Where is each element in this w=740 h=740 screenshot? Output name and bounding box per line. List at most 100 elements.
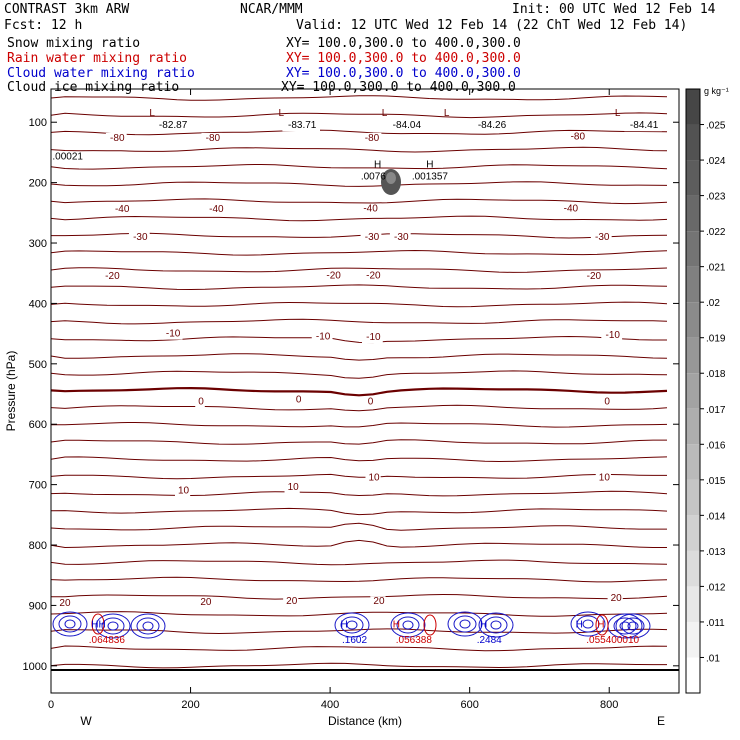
cloud-water-contour — [459, 619, 471, 629]
temperature-label-bg — [389, 231, 411, 243]
colorbar-level-label: .017 — [706, 405, 726, 416]
isotherm-line — [50, 576, 668, 583]
isotherm-line — [50, 301, 668, 308]
cloud-water-contour — [95, 613, 131, 639]
temperature-label: -30 — [365, 232, 380, 243]
isotherm-line — [50, 95, 668, 101]
temperature-label-bg — [292, 394, 303, 406]
temperature-label: -20 — [366, 271, 381, 282]
rain-water-contour — [91, 613, 105, 635]
colorbar-level-label: .015 — [706, 476, 726, 487]
y-tick-label: 500 — [29, 359, 47, 371]
x-axis-east-label: E — [657, 714, 665, 728]
cloud-water-contour — [390, 612, 426, 638]
cloud-water-contour — [582, 619, 594, 629]
temperature-label: 0 — [604, 396, 610, 407]
temperature-label: -40 — [564, 204, 579, 215]
colorbar: .01 .011 .012 .013 .014 .015 .016 .017 .018 .019.… — [685, 88, 726, 694]
forecast-hour: Fcst: 12 h — [4, 18, 83, 33]
field-snow-xy: XY= 100.0,300.0 to 400.0,300.0 — [286, 36, 521, 51]
cloud-water-contour — [340, 616, 364, 634]
temperature-label: 10 — [288, 482, 300, 493]
temperature-label-bg — [359, 203, 380, 215]
isotherm-line — [50, 439, 667, 445]
temperature-label: -40 — [209, 204, 224, 215]
isotherm-line — [50, 559, 668, 566]
colorbar-level-label: .025 — [706, 121, 726, 132]
isotherm-line — [50, 267, 668, 273]
temperature-label-bg — [365, 472, 381, 484]
high-marker: H — [597, 620, 604, 631]
field-cloudice-xy: XY= 100.0,300.0 to 400.0,300.0 — [281, 80, 516, 95]
cloud-water-contour — [396, 616, 420, 634]
colorbar-swatch — [686, 408, 700, 445]
low-marker: L — [615, 108, 621, 119]
temperature-label-bg — [105, 132, 127, 144]
isotherm-line — [50, 490, 668, 497]
temperature-label: 0 — [296, 394, 302, 405]
colorbar-swatch — [686, 515, 700, 551]
x-axis-label: Distance (km) — [328, 714, 402, 728]
colorbar-level-label: .011 — [706, 618, 725, 629]
y-tick-label: 800 — [29, 540, 47, 552]
temperature-label: -20 — [326, 271, 341, 282]
temperature-label-bg — [364, 396, 375, 408]
isotherm-line — [50, 473, 667, 480]
colorbar-level-label: .01 — [706, 653, 720, 664]
temperature-label-bg — [322, 270, 343, 282]
y-tick-label: 200 — [29, 178, 47, 190]
cloud-water-contour — [107, 621, 119, 631]
isotherm-line — [50, 370, 668, 379]
low-marker: L — [149, 108, 155, 119]
maximum-value-label: .056388 — [396, 635, 433, 646]
low-marker: L — [278, 108, 284, 119]
temperature-label: -30 — [394, 232, 409, 243]
colorbar-level-label: .014 — [706, 511, 726, 522]
colorbar-swatch — [686, 160, 700, 196]
temperature-label: -20 — [587, 271, 602, 282]
cloud-water-contour — [576, 615, 600, 633]
colorbar-swatch — [686, 266, 700, 303]
temperature-label: 10 — [599, 472, 611, 483]
colorbar-level-label: .024 — [706, 156, 726, 167]
temperature-label: -30 — [133, 232, 148, 243]
maximum-value-label: .055400010 — [586, 635, 639, 646]
temperature-label-bg — [360, 231, 382, 243]
maximum-value-label: .1602 — [342, 635, 367, 646]
colorbar-swatch — [686, 89, 700, 125]
colorbar-level-label: .019 — [706, 334, 726, 345]
isotherm-line — [50, 593, 668, 600]
isotherm-line — [50, 215, 668, 222]
isotherm-line — [50, 353, 668, 361]
isotherm-line — [50, 198, 668, 205]
isotherm-line — [50, 456, 668, 463]
y-tick-label: 300 — [29, 238, 47, 250]
field-cloudwater-name: Cloud water mixing ratio — [7, 66, 195, 81]
y-tick-label: 100 — [29, 117, 47, 129]
y-tick-label: 1000 — [23, 661, 47, 673]
colorbar-swatch — [686, 231, 700, 267]
cloud-water-contour — [453, 615, 477, 633]
x-tick-label: 200 — [181, 699, 199, 711]
temperature-label-bg — [283, 596, 299, 608]
x-tick-label: 0 — [48, 699, 54, 711]
cloud-water-contour — [619, 621, 631, 631]
colorbar-swatch — [686, 444, 700, 480]
minimum-value-label: -82.87 — [159, 120, 188, 131]
temperature-label: 10 — [178, 486, 190, 497]
temperature-label-bg — [161, 328, 183, 340]
minimum-value-label: -84.04 — [393, 120, 422, 131]
colorbar-frame — [685, 88, 701, 694]
plot-frame — [50, 88, 680, 694]
cloud-water-contour — [58, 615, 82, 633]
temperature-label-bg — [174, 485, 191, 497]
x-axis-west-label: W — [80, 714, 92, 728]
colorbar-swatch — [686, 586, 700, 622]
cloud-water-contour — [490, 620, 502, 630]
colorbar-level-label: .016 — [706, 440, 726, 451]
minimum-value-label: -83.71 — [288, 120, 317, 131]
colorbar-swatch — [686, 373, 700, 409]
temperature-label: -30 — [595, 232, 610, 243]
temperature-label-bg — [601, 396, 611, 408]
